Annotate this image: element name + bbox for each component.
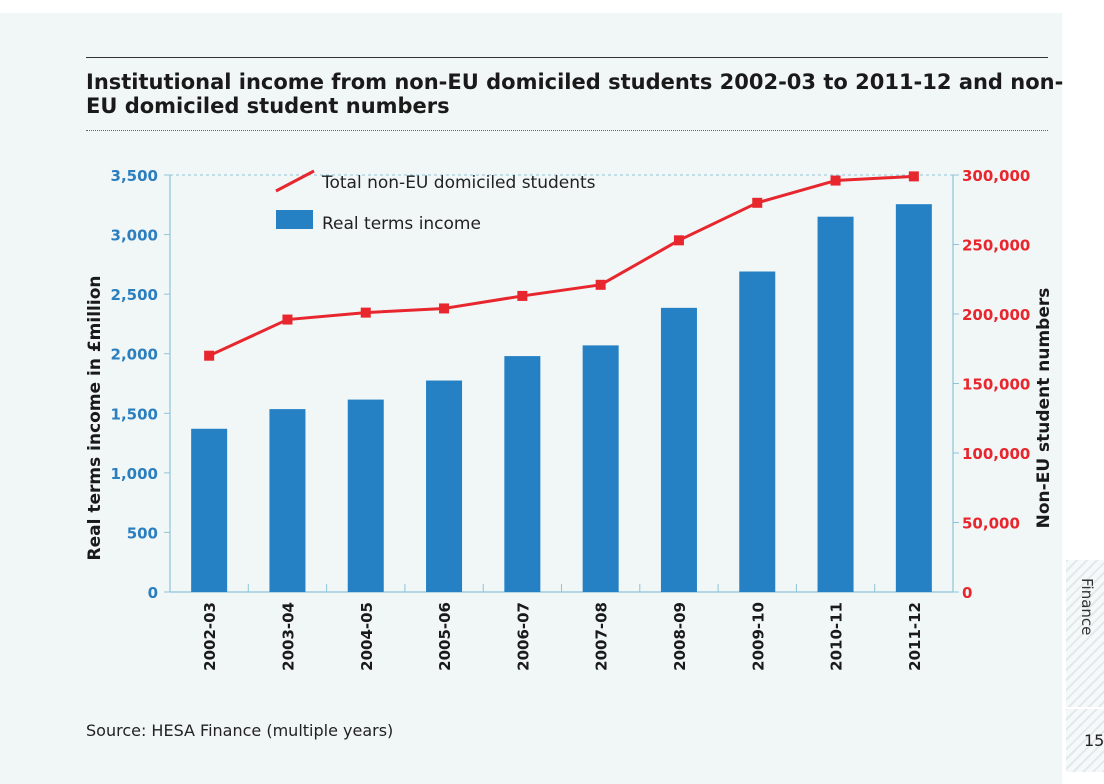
legend-bar-label: Real terms income (322, 214, 481, 234)
line-point (673, 235, 684, 246)
x-axis-tick-label: 2007-08 (593, 602, 611, 671)
x-axis-tick-label: 2010-11 (828, 602, 846, 671)
left-axis-tick-label: 3,000 (111, 227, 158, 245)
bar (347, 399, 384, 592)
legend-line-swatch (275, 169, 315, 193)
bar (739, 271, 776, 592)
page-number: 15 (1084, 731, 1104, 750)
legend-line-label: Total non-EU domiciled students (321, 173, 596, 193)
axes: 0 500 1,000 1,500 2,000 2,500 3,000 3,500 0 50,00… (111, 167, 1031, 671)
x-axis-tick-label: 2003-04 (279, 602, 297, 671)
line-point (439, 303, 450, 314)
line-point (204, 350, 215, 361)
x-axis-tick-label: 2006-07 (514, 602, 532, 671)
bar (504, 356, 541, 592)
left-axis-tick-label: 0 (148, 584, 158, 602)
x-axis-tick-label: 2004-05 (358, 602, 376, 671)
x-axis-tick-label: 2008-09 (671, 602, 689, 671)
bar (895, 204, 932, 592)
chart-title: Institutional income from non-EU domicil… (86, 70, 1064, 118)
y2-axis-title: Non-EU student numbers (1034, 288, 1054, 529)
left-axis-tick-label: 1,500 (111, 405, 158, 423)
bar (660, 307, 697, 592)
left-axis-tick-label: 2,000 (111, 346, 158, 364)
right-axis-tick-label: 100,000 (962, 445, 1030, 463)
section-label: Finance (1078, 578, 1096, 636)
chart: 0 500 1,000 1,500 2,000 2,500 3,000 3,500 0 50,00… (85, 167, 1054, 671)
right-axis-tick-label: 150,000 (962, 376, 1030, 394)
bar (191, 428, 228, 592)
x-axis-tick-label: 2009-10 (749, 602, 767, 671)
bar (269, 409, 306, 592)
top-rule (86, 57, 1048, 58)
line-point (282, 314, 293, 325)
line-point (360, 307, 371, 318)
left-axis-tick-label: 3,500 (111, 167, 158, 185)
left-axis-tick-label: 2,500 (111, 286, 158, 304)
side-tab (1066, 560, 1104, 772)
bar (817, 216, 854, 592)
x-axis-tick-label: 2011-12 (906, 602, 924, 671)
source-note: Source: HESA Finance (multiple years) (86, 721, 394, 740)
x-axis-tick-label: 2005-06 (436, 602, 454, 671)
x-axis-tick-label: 2002-03 (201, 602, 219, 671)
line-point (752, 197, 763, 208)
right-axis-tick-label: 250,000 (962, 237, 1030, 255)
line-point (908, 171, 919, 182)
line-point (830, 175, 841, 186)
title-underline (86, 130, 1048, 131)
bar (582, 345, 619, 592)
bar (426, 380, 463, 592)
side-tab-divider (1066, 707, 1104, 709)
line-point (595, 279, 606, 290)
legend-bar-swatch (276, 210, 313, 229)
left-axis-tick-label: 1,000 (111, 465, 158, 483)
right-axis-tick-label: 300,000 (962, 167, 1030, 185)
y-axis-title: Real terms income in £million (85, 276, 105, 561)
right-axis-tick-label: 0 (962, 584, 972, 602)
bars (191, 204, 932, 592)
left-axis-tick-label: 500 (127, 524, 158, 542)
right-axis-tick-label: 200,000 (962, 306, 1030, 324)
legend: Total non-EU domiciled students Real ter… (275, 169, 596, 234)
line-point (517, 290, 528, 301)
right-axis-tick-label: 50,000 (962, 515, 1020, 533)
line-series (204, 171, 919, 361)
line-path (208, 174, 914, 358)
